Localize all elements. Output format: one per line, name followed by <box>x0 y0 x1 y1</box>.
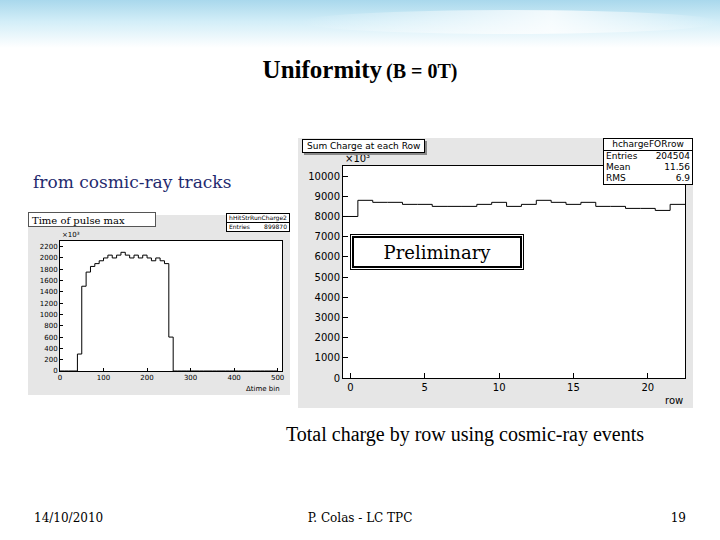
html-text:14/10/2010: 14/10/2010 <box>34 511 104 525</box>
html-text:RMS: RMS <box>606 173 626 183</box>
svg-text:600: 600 <box>44 334 57 342</box>
svg-text:10000: 10000 <box>308 171 340 182</box>
svg-text:1000: 1000 <box>315 352 340 363</box>
html-text:Time of pulse max: Time of pulse max <box>32 215 125 226</box>
html-text:204504: 204504 <box>655 151 690 161</box>
html-text:Sum Charge at each Row: Sum Charge at each Row <box>307 141 421 151</box>
html-text:Preliminary: Preliminary <box>383 242 491 263</box>
svg-text:100: 100 <box>97 374 110 382</box>
html-text:P. Colas - LC TPC: P. Colas - LC TPC <box>307 511 413 525</box>
svg-text:1200: 1200 <box>40 300 58 308</box>
svg-text:300: 300 <box>184 374 197 382</box>
svg-text:0: 0 <box>58 374 62 382</box>
svg-text:1400: 1400 <box>40 288 58 296</box>
svg-text:row: row <box>665 395 683 406</box>
svg-text:2000: 2000 <box>40 254 58 262</box>
html-text:Entries: Entries <box>606 151 638 161</box>
svg-text:8000: 8000 <box>315 211 340 222</box>
html-text:11.56: 11.56 <box>664 162 690 172</box>
html-text:hHitStrRunCharge2: hHitStrRunCharge2 <box>229 214 287 221</box>
html-text:899870: 899870 <box>264 223 287 230</box>
svg-text:1800: 1800 <box>40 266 58 274</box>
svg-text:200: 200 <box>140 374 153 382</box>
svg-text:Δtime bin: Δtime bin <box>246 385 280 393</box>
html-text:hchargeFORrow: hchargeFORrow <box>612 139 684 149</box>
svg-text:4000: 4000 <box>315 292 340 303</box>
svg-text:15: 15 <box>567 382 580 393</box>
svg-text:0: 0 <box>347 382 353 393</box>
svg-text:0: 0 <box>53 367 57 375</box>
svg-text:2000: 2000 <box>315 332 340 343</box>
svg-text:20: 20 <box>641 382 654 393</box>
svg-text:400: 400 <box>227 374 240 382</box>
svg-text:×10³: ×10³ <box>345 153 370 164</box>
html-text:from cosmic-ray tracks: from cosmic-ray tracks <box>33 172 232 192</box>
html-text:6.9: 6.9 <box>675 173 690 183</box>
svg-text:9000: 9000 <box>315 191 340 202</box>
svg-text:6000: 6000 <box>315 251 340 262</box>
svg-text:500: 500 <box>271 374 284 382</box>
svg-text:800: 800 <box>44 322 57 330</box>
svg-text:3000: 3000 <box>315 312 340 323</box>
html-text:Uniformity (B = 0T): Uniformity (B = 0T) <box>262 56 458 83</box>
svg-text:2200: 2200 <box>40 243 58 251</box>
svg-text:5000: 5000 <box>315 272 340 283</box>
svg-text:1600: 1600 <box>40 277 58 285</box>
svg-text:1000: 1000 <box>40 311 58 319</box>
html-text:Mean: Mean <box>606 162 631 172</box>
svg-text:0: 0 <box>334 373 340 384</box>
svg-text:×10³: ×10³ <box>62 231 80 239</box>
svg-text:400: 400 <box>44 345 57 353</box>
html-text:Total charge by row using cosm: Total charge by row using cosmic-ray eve… <box>285 423 645 445</box>
svg-text:10: 10 <box>493 382 506 393</box>
html-text:19: 19 <box>670 511 686 525</box>
svg-text:5: 5 <box>422 382 428 393</box>
html-text:Entries: Entries <box>229 223 250 230</box>
svg-text:200: 200 <box>44 356 57 364</box>
svg-text:7000: 7000 <box>315 231 340 242</box>
